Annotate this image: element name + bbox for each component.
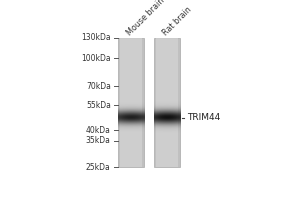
Bar xyxy=(156,38,178,167)
Text: 130kDa: 130kDa xyxy=(81,33,111,42)
Bar xyxy=(120,38,142,167)
Text: 70kDa: 70kDa xyxy=(86,82,111,91)
Text: 55kDa: 55kDa xyxy=(86,101,111,110)
Text: 25kDa: 25kDa xyxy=(86,163,111,172)
Text: 100kDa: 100kDa xyxy=(81,54,111,63)
Bar xyxy=(154,38,181,167)
Text: Rat brain: Rat brain xyxy=(161,5,193,37)
Text: 35kDa: 35kDa xyxy=(86,136,111,145)
Text: TRIM44: TRIM44 xyxy=(188,113,221,122)
Bar xyxy=(118,38,145,167)
Text: Mouse brain: Mouse brain xyxy=(125,0,166,37)
Text: 40kDa: 40kDa xyxy=(86,126,111,135)
